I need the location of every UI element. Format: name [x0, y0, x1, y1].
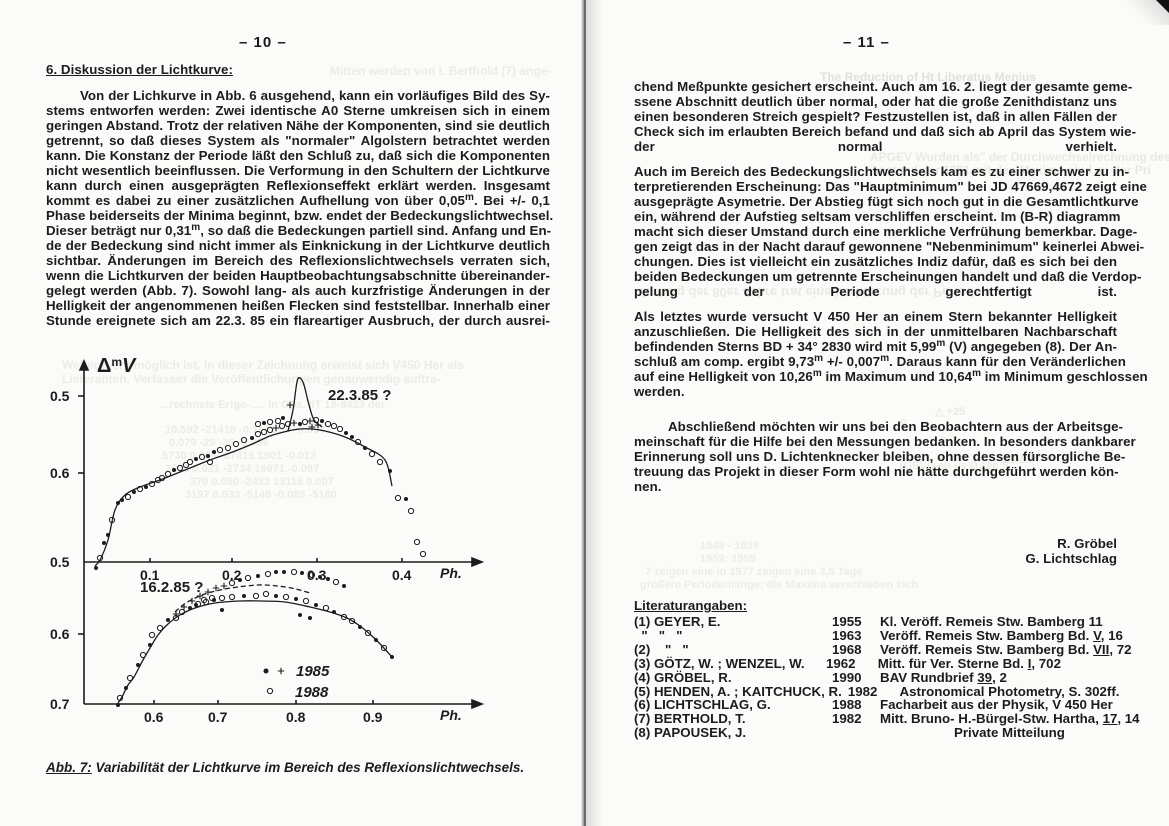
- svg-text:0.9: 0.9: [363, 709, 383, 725]
- svg-text:0.3: 0.3: [307, 567, 327, 583]
- svg-text:ΔmV: ΔmV: [97, 355, 137, 377]
- svg-text:22.3.85 ?: 22.3.85 ?: [328, 387, 391, 404]
- svg-text:0.6: 0.6: [144, 709, 164, 725]
- svg-text:0.5: 0.5: [50, 554, 70, 570]
- svg-text:0.4: 0.4: [392, 567, 412, 583]
- svg-text:0.2: 0.2: [222, 567, 242, 583]
- svg-text:Ph.: Ph.: [440, 707, 462, 723]
- svg-text:0.1: 0.1: [140, 567, 160, 583]
- svg-text:1985: 1985: [296, 663, 330, 680]
- svg-text:0.7: 0.7: [208, 709, 228, 725]
- svg-text:1988: 1988: [295, 684, 329, 701]
- svg-text:0.7: 0.7: [50, 696, 70, 712]
- svg-text:0.8: 0.8: [286, 709, 306, 725]
- svg-text:0.6: 0.6: [50, 626, 70, 642]
- svg-text:0.6: 0.6: [50, 465, 70, 481]
- svg-text:0.5: 0.5: [50, 388, 70, 404]
- svg-text:Ph.: Ph.: [440, 565, 462, 581]
